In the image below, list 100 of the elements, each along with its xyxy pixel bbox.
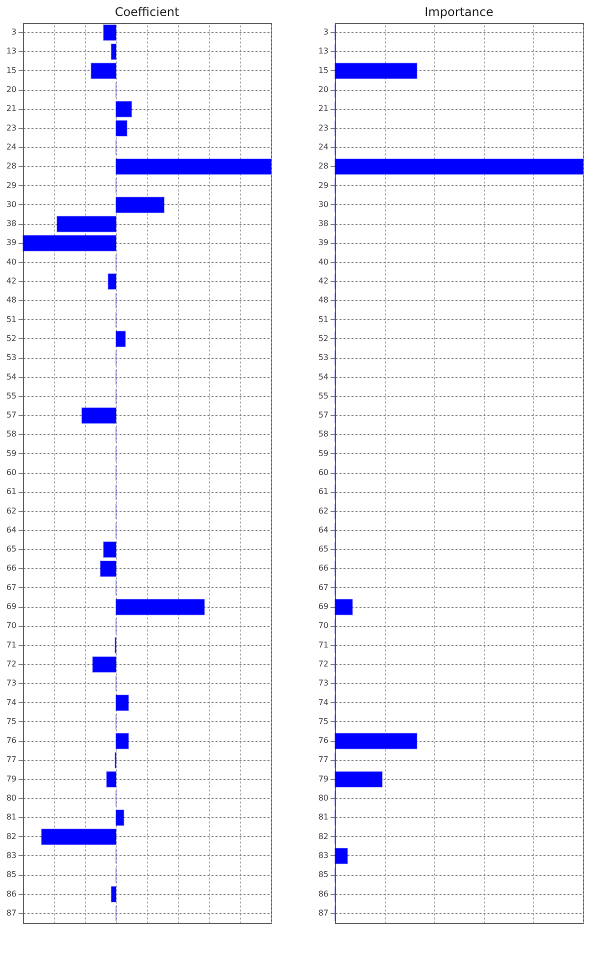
- chart-title: Coefficient: [114, 5, 180, 19]
- bar: [103, 24, 116, 41]
- y-tick-label: 67: [318, 582, 328, 592]
- chart-title: Importance: [424, 5, 494, 19]
- y-tick-label: 87: [318, 908, 328, 918]
- y-tick-label: 61: [6, 487, 16, 496]
- y-tick-label: 57: [318, 410, 328, 420]
- y-tick-label: 59: [318, 448, 328, 458]
- y-tick-label: 87: [6, 908, 16, 918]
- y-tick-label: 54: [318, 372, 328, 382]
- y-tick-label: 64: [318, 525, 328, 534]
- y-tick-label: 66: [6, 564, 16, 573]
- y-tick-label: 69: [318, 602, 328, 612]
- bar: [41, 828, 116, 845]
- y-tick-label: 51: [6, 314, 16, 324]
- y-tick-label: 40: [318, 257, 328, 266]
- bar: [116, 810, 124, 826]
- y-tick-label: 73: [318, 678, 328, 688]
- y-tick-label: 29: [318, 180, 328, 190]
- y-tick-label: 81: [318, 812, 328, 822]
- bar: [116, 196, 165, 214]
- y-tick-label: 83: [318, 850, 328, 860]
- y-tick-label: 65: [318, 544, 328, 554]
- y-tick-label: 83: [6, 850, 16, 860]
- y-tick-label: 30: [318, 200, 328, 209]
- y-tick-label: 24: [6, 142, 16, 152]
- y-tick-label: 40: [6, 257, 16, 266]
- y-tick-label: 53: [318, 353, 328, 362]
- y-tick-label: 80: [6, 794, 16, 803]
- y-tick-label: 23: [6, 123, 16, 132]
- y-tick-label: 86: [6, 889, 16, 898]
- y-tick-label: 82: [318, 832, 328, 841]
- y-tick-label: 3: [323, 28, 328, 37]
- y-tick-label: 42: [318, 276, 328, 286]
- y-tick-label: 71: [6, 640, 16, 650]
- bar: [100, 560, 116, 577]
- bar: [334, 158, 584, 175]
- y-tick-label: 81: [6, 812, 16, 822]
- y-tick-label: 24: [318, 142, 328, 152]
- y-tick-label: 75: [318, 716, 328, 726]
- y-tick-label: 67: [6, 582, 16, 592]
- y-tick-label: 48: [318, 296, 328, 305]
- y-tick-label: 51: [318, 314, 328, 324]
- y-tick-label: 28: [6, 162, 16, 171]
- bar: [110, 886, 116, 902]
- y-tick-label: 86: [318, 889, 328, 898]
- y-tick-label: 20: [6, 85, 16, 94]
- y-tick-label: 21: [318, 104, 328, 114]
- y-tick-label: 62: [6, 506, 16, 516]
- y-tick-label: 42: [6, 276, 16, 286]
- y-tick-label: 72: [6, 659, 16, 668]
- y-tick-label: 38: [318, 219, 328, 228]
- y-tick-label: 70: [6, 621, 16, 630]
- y-tick-label: 21: [6, 104, 16, 114]
- y-tick-label: 3: [11, 28, 16, 37]
- y-tick-label: 76: [6, 736, 16, 746]
- y-tick-label: 39: [318, 238, 328, 248]
- y-tick-label: 76: [318, 736, 328, 746]
- y-tick-label: 72: [318, 659, 328, 668]
- y-tick-label: 60: [318, 468, 328, 477]
- y-tick-label: 64: [6, 525, 16, 534]
- y-tick-label: 38: [6, 219, 16, 228]
- y-tick-label: 13: [318, 46, 328, 56]
- y-tick-label: 74: [318, 698, 328, 707]
- bar: [92, 656, 116, 673]
- bar: [334, 62, 418, 80]
- y-tick-label: 52: [318, 334, 328, 343]
- y-tick-label: 62: [318, 506, 328, 516]
- bar: [116, 732, 129, 750]
- bar: [103, 541, 116, 558]
- y-tick-label: 55: [6, 391, 16, 400]
- bar: [22, 235, 116, 252]
- y-tick-label: 59: [6, 448, 16, 458]
- y-tick-label: 57: [6, 410, 16, 420]
- y-tick-label: 60: [6, 468, 16, 477]
- bar: [116, 598, 205, 616]
- bar: [108, 273, 116, 290]
- bar: [334, 732, 418, 750]
- y-tick-label: 79: [6, 774, 16, 784]
- y-tick-label: 82: [6, 832, 16, 841]
- y-tick-label: 58: [6, 430, 16, 439]
- bar: [56, 216, 116, 232]
- bar: [116, 101, 132, 118]
- y-tick-label: 75: [6, 716, 16, 726]
- bar: [116, 330, 126, 348]
- y-tick-label: 29: [6, 180, 16, 190]
- bar: [81, 407, 116, 424]
- bar: [116, 158, 272, 175]
- y-tick-label: 80: [318, 794, 328, 803]
- y-tick-label: 53: [6, 353, 16, 362]
- bar: [334, 848, 348, 864]
- y-tick-label: 30: [6, 200, 16, 209]
- y-tick-label: 73: [6, 678, 16, 688]
- y-tick-label: 23: [318, 123, 328, 132]
- y-tick-label: 74: [6, 698, 16, 707]
- y-tick-label: 15: [318, 66, 328, 75]
- bar: [116, 694, 129, 711]
- y-tick-label: 48: [6, 296, 16, 305]
- bar: [106, 771, 116, 788]
- y-tick-label: 65: [6, 544, 16, 554]
